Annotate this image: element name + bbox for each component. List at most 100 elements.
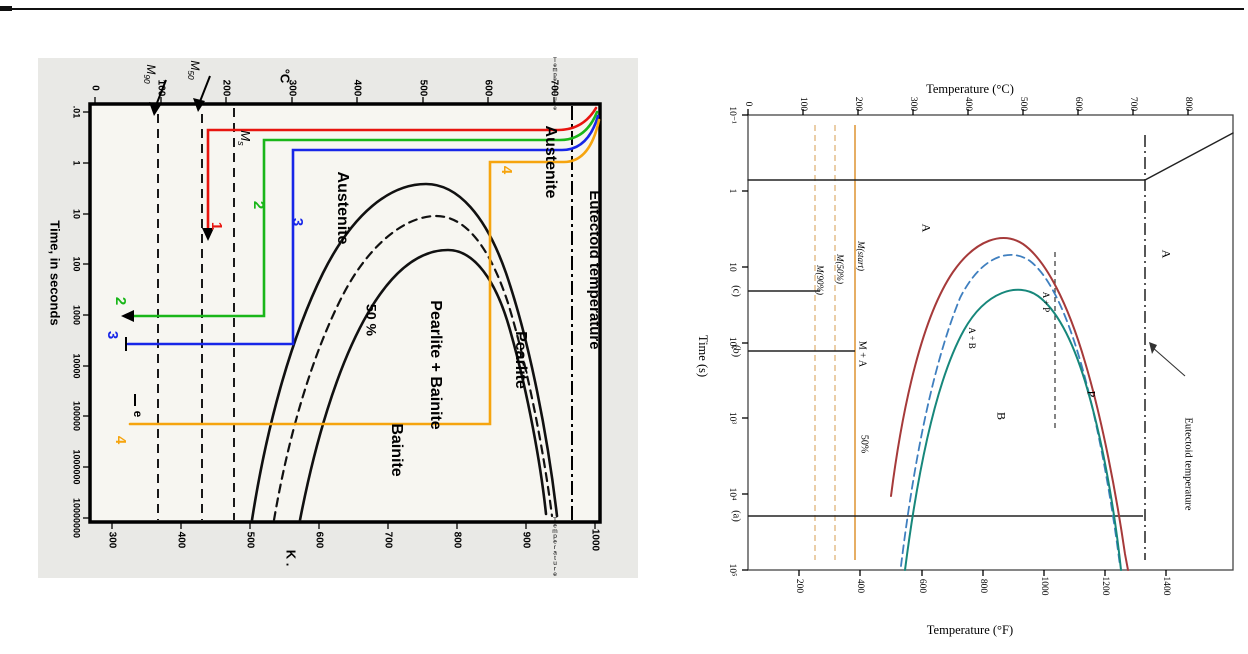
svg-text:1200: 1200 xyxy=(1100,577,1110,596)
svg-text:500: 500 xyxy=(244,532,255,549)
svg-text:t: t xyxy=(554,555,556,562)
svg-text:300: 300 xyxy=(286,80,297,97)
austenite-label-right: Austenite xyxy=(542,126,559,199)
celsius-axis-title: °C xyxy=(278,69,293,84)
left-ttt-chart: 0 100 200 300 400 500 600 700 300 400 500 600 700 800… xyxy=(48,58,603,578)
svg-text:10: 10 xyxy=(72,209,82,219)
svg-text:1400: 1400 xyxy=(1161,577,1171,596)
austenite-right-label: A xyxy=(1159,250,1173,259)
svg-text:e: e xyxy=(553,539,557,546)
svg-text:900: 900 xyxy=(520,532,531,549)
svg-text:300: 300 xyxy=(106,532,117,549)
svg-text:400: 400 xyxy=(963,97,973,112)
austenite-label-left: Austenite xyxy=(334,172,351,245)
a-plus-p-label: A + P xyxy=(1041,292,1051,313)
celsius-tick-labels: 0 100 200 300 400 500 600 700 xyxy=(89,80,559,104)
svg-text:200: 200 xyxy=(794,579,804,594)
fahrenheit-axis-title: Temperature (°F) xyxy=(927,623,1013,637)
svg-text:10³: 10³ xyxy=(727,412,737,425)
svg-text:T: T xyxy=(553,517,557,524)
svg-text:10⁴: 10⁴ xyxy=(727,488,737,502)
svg-text:u: u xyxy=(553,96,556,102)
path2-label-top: 2 xyxy=(250,201,267,209)
eutectoid-label: Eutectoid temperature xyxy=(586,190,603,349)
svg-text:400: 400 xyxy=(351,80,362,97)
path2-label-end: 2 xyxy=(112,297,129,305)
svg-text:1000000: 1000000 xyxy=(72,449,82,484)
svg-text:10²: 10² xyxy=(727,337,737,350)
svg-text:m: m xyxy=(552,528,557,535)
fifty-percent-curve xyxy=(272,214,554,522)
svg-text:400: 400 xyxy=(175,532,186,549)
eutectoid-arrowhead xyxy=(1149,342,1157,354)
svg-text:700: 700 xyxy=(548,80,559,97)
time-tick-labels: .01 1 10 100 1000 10000 100000 1000000 10000000 xyxy=(72,106,90,538)
start-curve xyxy=(250,182,559,522)
svg-text:a: a xyxy=(553,87,557,93)
svg-text:u: u xyxy=(553,560,557,567)
svg-text:200: 200 xyxy=(220,80,231,97)
m50-label: M(50%) xyxy=(835,253,845,284)
svg-text:1: 1 xyxy=(72,160,82,165)
svg-text:T: T xyxy=(553,58,557,64)
svg-text:e: e xyxy=(553,106,557,112)
svg-text:600: 600 xyxy=(313,532,324,549)
kelvin-axis-title: K . xyxy=(284,550,299,567)
start-curve xyxy=(890,237,1129,571)
svg-text:e: e xyxy=(553,77,557,83)
time-tick-labels: 10⁻¹ 1 10 10² 10³ 10⁴ 10⁵ xyxy=(727,106,748,576)
svg-text:p: p xyxy=(553,72,557,78)
fahrenheit-tick-labels: 200 400 600 800 1000 1200 1400 xyxy=(794,570,1171,596)
label-a: (a) xyxy=(731,510,742,522)
svg-text:.01: .01 xyxy=(72,106,82,119)
bainite-label: B xyxy=(994,412,1008,420)
svg-text:100: 100 xyxy=(72,256,82,271)
svg-text:p: p xyxy=(553,533,557,540)
svg-text:1000: 1000 xyxy=(1039,577,1049,596)
svg-text:0: 0 xyxy=(89,85,100,91)
svg-text:600: 600 xyxy=(1073,97,1083,112)
svg-text:r: r xyxy=(554,82,556,88)
svg-text:100000: 100000 xyxy=(72,401,82,431)
svg-text:e: e xyxy=(553,63,557,69)
path1-arrowhead xyxy=(202,228,214,241)
eutectoid-label: Eutectoid temperature xyxy=(1183,418,1194,511)
svg-text:600: 600 xyxy=(482,80,493,97)
svg-text:700: 700 xyxy=(1128,97,1138,112)
svg-text:10⁻¹: 10⁻¹ xyxy=(727,106,737,124)
path1-label: 1 xyxy=(208,222,225,230)
svg-text:m: m xyxy=(553,68,558,74)
eutectoid-arrow xyxy=(1151,346,1186,377)
celsius-axis-title: Temperature (°C) xyxy=(926,82,1014,96)
fifty-label: 50% xyxy=(859,435,870,453)
label-c: (c) xyxy=(731,285,742,297)
svg-text:700: 700 xyxy=(382,532,393,549)
ms-label: Ms xyxy=(236,130,253,146)
pearlite-bainite-label: Pearlite + Bainite xyxy=(427,300,444,429)
svg-text:1: 1 xyxy=(727,189,737,194)
slide-top-rule-end xyxy=(0,6,12,11)
svg-text:10000000: 10000000 xyxy=(72,498,82,538)
time-axis-title: Time, in seconds xyxy=(48,220,63,325)
path3-label-end: 3 xyxy=(104,331,121,339)
celsius-tick-labels: 0 100 200 300 400 500 600 700 800 xyxy=(743,97,1193,115)
svg-text:800: 800 xyxy=(1183,97,1193,112)
pearlite-label: P xyxy=(1084,391,1098,398)
svg-text:400: 400 xyxy=(855,579,865,594)
time-axis-title: Time (s) xyxy=(696,335,710,377)
svg-text:e: e xyxy=(553,571,557,578)
svg-text:800: 800 xyxy=(451,532,462,549)
austenite-left-label: A xyxy=(919,224,933,233)
path4-label-end: 4 xyxy=(112,436,129,445)
temperature-word-bottom: Temperature xyxy=(552,517,557,578)
left-ttt-figure: 0 100 200 300 400 500 600 700 300 400 500 600 700 800… xyxy=(38,58,638,578)
a-plus-b-label: A + B xyxy=(967,327,977,349)
kelvin-tick-labels: 300 400 500 600 700 800 900 1000 xyxy=(106,522,600,552)
fifty-percent-label: 50 % xyxy=(363,304,379,336)
m50-arrowhead xyxy=(193,98,205,112)
svg-text:10: 10 xyxy=(727,262,737,272)
svg-text:e: e xyxy=(553,522,557,529)
m-plus-a-label: M + A xyxy=(857,341,868,368)
svg-text:10⁵: 10⁵ xyxy=(727,564,737,577)
